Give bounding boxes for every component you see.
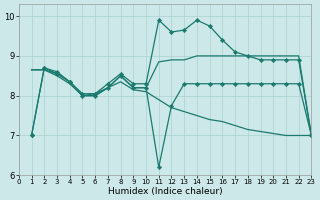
X-axis label: Humidex (Indice chaleur): Humidex (Indice chaleur) <box>108 187 222 196</box>
